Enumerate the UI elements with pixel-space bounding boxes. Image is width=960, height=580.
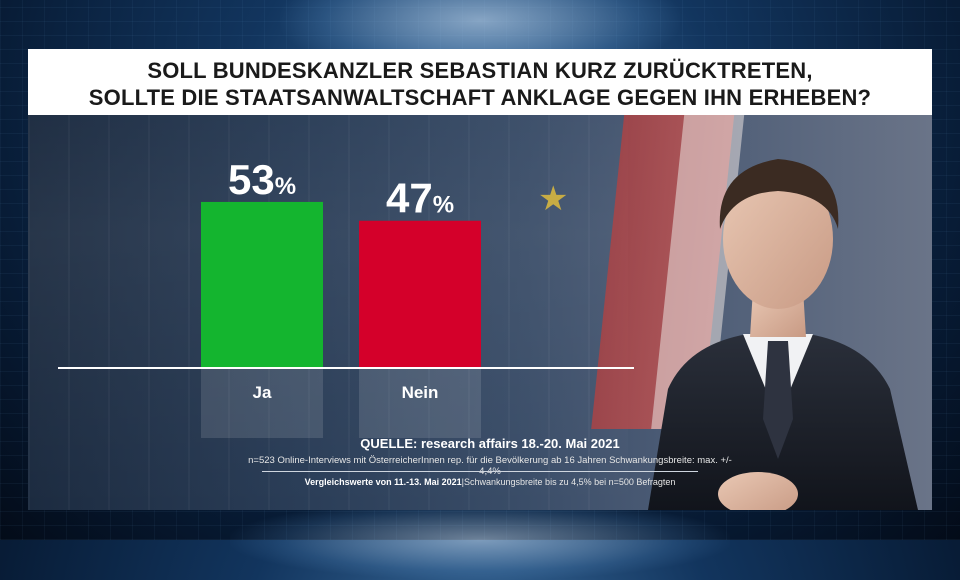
bar-ja [201, 201, 323, 368]
source-line: QUELLE: research affairs 18.-20. Mai 202… [360, 436, 620, 451]
chart-panel: ★ [28, 49, 932, 510]
sample-info: n=523 Online-Interviews mit Österreicher… [248, 455, 732, 477]
value-label-nein: 47% [386, 175, 454, 222]
category-label-nein: Nein [402, 383, 439, 402]
comparison-info: Vergleichswerte von 11.-13. Mai 2021|Sch… [240, 477, 740, 487]
divider [262, 471, 698, 472]
eu-star-icon: ★ [538, 180, 569, 218]
category-label-ja: Ja [253, 383, 272, 402]
person-photo [648, 159, 918, 510]
comparison-label: Vergleichswerte von 11.-13. Mai 2021 [304, 477, 462, 487]
value-label-ja: 53% [228, 156, 296, 203]
comparison-detail: |Schwankungsbreite bis zu 4,5% bei n=500… [461, 477, 676, 487]
bar-chart: 53% Ja 47% Nein [201, 156, 481, 438]
chart-title-line-1: SOLL BUNDESKANZLER SEBASTIAN KURZ ZURÜCK… [147, 58, 813, 83]
title-bar: SOLL BUNDESKANZLER SEBASTIAN KURZ ZURÜCK… [28, 49, 932, 115]
bar-nein [359, 220, 481, 368]
bar-shadow-nein [359, 368, 481, 438]
bar-shadow-ja [201, 368, 323, 438]
chart-title-line-2: SOLLTE DIE STAATSANWALTSCHAFT ANKLAGE GE… [88, 85, 872, 110]
